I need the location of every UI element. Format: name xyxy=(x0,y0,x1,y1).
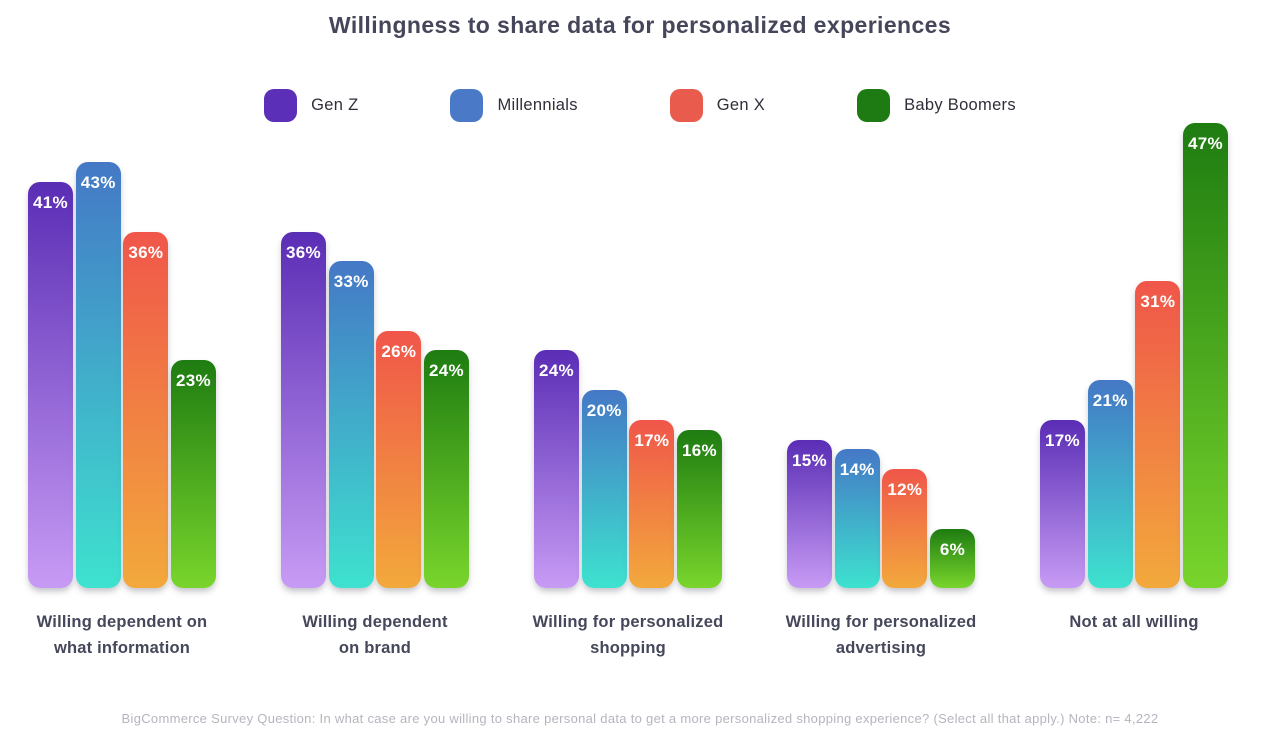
bar-gen-x-willing-for-personalized-shopping: 17% xyxy=(629,419,675,588)
bar-millennials-not-at-all-willing: 21% xyxy=(1087,380,1133,588)
bar-value-label: 23% xyxy=(176,371,211,391)
bar-baby-boomers-willing-dependent-on-what-information: 23% xyxy=(170,360,216,588)
category-label-line: shopping xyxy=(590,638,666,657)
category-label-willing-dependent-on-what-information: Willing dependent on what information xyxy=(28,610,216,661)
bar-value-label: 12% xyxy=(887,480,923,500)
category-label-willing-dependent-on-brand: Willing dependent on brand xyxy=(281,610,469,661)
bar-value-label: 16% xyxy=(682,440,717,460)
legend-label-gen-z: Gen Z xyxy=(311,95,359,114)
bar-gen-z-willing-for-personalized-shopping: 24% xyxy=(534,350,579,588)
legend-swatch-gen-z xyxy=(264,88,298,122)
bar-gen-x-willing-dependent-on-brand: 26% xyxy=(376,330,422,588)
bar-value-label: 6% xyxy=(939,539,966,559)
bar-baby-boomers-willing-dependent-on-brand: 24% xyxy=(423,350,469,588)
bar-millennials-willing-for-personalized-advertising: 14% xyxy=(834,449,880,588)
bar-millennials-willing-for-personalized-shopping: 20% xyxy=(581,390,627,588)
category-label-line: what information xyxy=(53,638,191,657)
category-label-line: advertising xyxy=(835,638,927,657)
category-label-line: Willing dependent xyxy=(302,613,448,631)
bar-gen-z-not-at-all-willing: 17% xyxy=(1040,419,1085,588)
legend-swatch-gen-x xyxy=(669,88,703,122)
legend-label-gen-x: Gen X xyxy=(716,95,766,114)
bar-millennials-willing-dependent-on-brand: 33% xyxy=(328,261,374,588)
bar-gen-x-willing-dependent-on-what-information: 36% xyxy=(123,231,169,588)
legend-swatch-millennials xyxy=(450,88,484,122)
bar-value-label: 17% xyxy=(634,430,670,450)
bar-chart: 41% 43% 36% 23% 36% 33% 26% 24% 24% 20% 17% 16% 15% 1… xyxy=(0,122,1280,588)
category-label-line: on brand xyxy=(338,638,412,657)
bar-millennials-willing-dependent-on-what-information: 43% xyxy=(75,162,121,588)
bar-value-label: 26% xyxy=(381,341,417,361)
category-label-line: Not at all willing xyxy=(1069,613,1199,631)
bar-value-label: 41% xyxy=(33,193,68,213)
bar-baby-boomers-willing-for-personalized-advertising: 6% xyxy=(929,528,975,588)
bar-value-label: 15% xyxy=(792,450,827,470)
category-label-not-at-all-willing: Not at all willing xyxy=(1040,610,1228,661)
bar-value-label: 21% xyxy=(1092,391,1128,411)
bar-gen-z-willing-dependent-on-brand: 36% xyxy=(281,231,326,588)
legend-swatch-baby-boomers xyxy=(857,88,891,122)
category-label-willing-for-personalized-advertising: Willing for personalized advertising xyxy=(785,610,977,661)
bar-value-label: 14% xyxy=(839,460,875,480)
bar-gen-x-willing-for-personalized-advertising: 12% xyxy=(882,469,928,588)
bar-group-not-at-all-willing: 17% 21% 31% 47% xyxy=(1040,122,1228,588)
category-label-line: Willing for personalized xyxy=(785,613,977,631)
category-label-line: Willing dependent on xyxy=(36,613,208,631)
bar-group-willing-for-personalized-advertising: 15% 14% 12% 6% xyxy=(787,439,975,588)
bar-gen-x-not-at-all-willing: 31% xyxy=(1135,281,1181,588)
bar-group-willing-dependent-on-what-information: 41% 43% 36% 23% xyxy=(28,162,216,588)
footnote: BigCommerce Survey Question: In what cas… xyxy=(121,711,1159,727)
bar-value-label: 24% xyxy=(429,361,464,381)
bar-value-label: 24% xyxy=(539,361,574,381)
bar-group-willing-dependent-on-brand: 36% 33% 26% 24% xyxy=(281,231,469,588)
bar-group-willing-for-personalized-shopping: 24% 20% 17% 16% xyxy=(534,350,722,588)
bar-value-label: 17% xyxy=(1045,430,1080,450)
bar-value-label: 31% xyxy=(1140,292,1176,312)
bar-gen-z-willing-dependent-on-what-information: 41% xyxy=(28,182,73,588)
legend-item-gen-z: Gen Z xyxy=(264,88,359,122)
bar-baby-boomers-not-at-all-willing: 47% xyxy=(1182,122,1228,588)
bar-value-label: 33% xyxy=(333,272,369,292)
bar-baby-boomers-willing-for-personalized-shopping: 16% xyxy=(676,429,722,588)
legend-item-gen-x: Gen X xyxy=(669,88,766,122)
legend-label-baby-boomers: Baby Boomers xyxy=(904,95,1016,114)
chart-title: Willingness to share data for personaliz… xyxy=(328,12,952,38)
bar-value-label: 43% xyxy=(80,173,116,193)
bar-value-label: 20% xyxy=(586,401,622,420)
bar-value-label: 36% xyxy=(128,242,164,262)
category-labels: Willing dependent on what information Will… xyxy=(0,610,1280,661)
legend: Gen Z Millennials Gen X Baby Boomers xyxy=(0,88,1280,122)
category-label-willing-for-personalized-shopping: Willing for personalized shopping xyxy=(532,610,724,661)
legend-label-millennials: Millennials xyxy=(497,95,578,114)
bar-value-label: 36% xyxy=(286,242,321,262)
legend-item-millennials: Millennials xyxy=(450,88,578,122)
legend-item-baby-boomers: Baby Boomers xyxy=(857,88,1016,122)
bar-value-label: 47% xyxy=(1188,133,1223,153)
bar-gen-z-willing-for-personalized-advertising: 15% xyxy=(787,439,832,588)
category-label-line: Willing for personalized xyxy=(532,613,724,631)
